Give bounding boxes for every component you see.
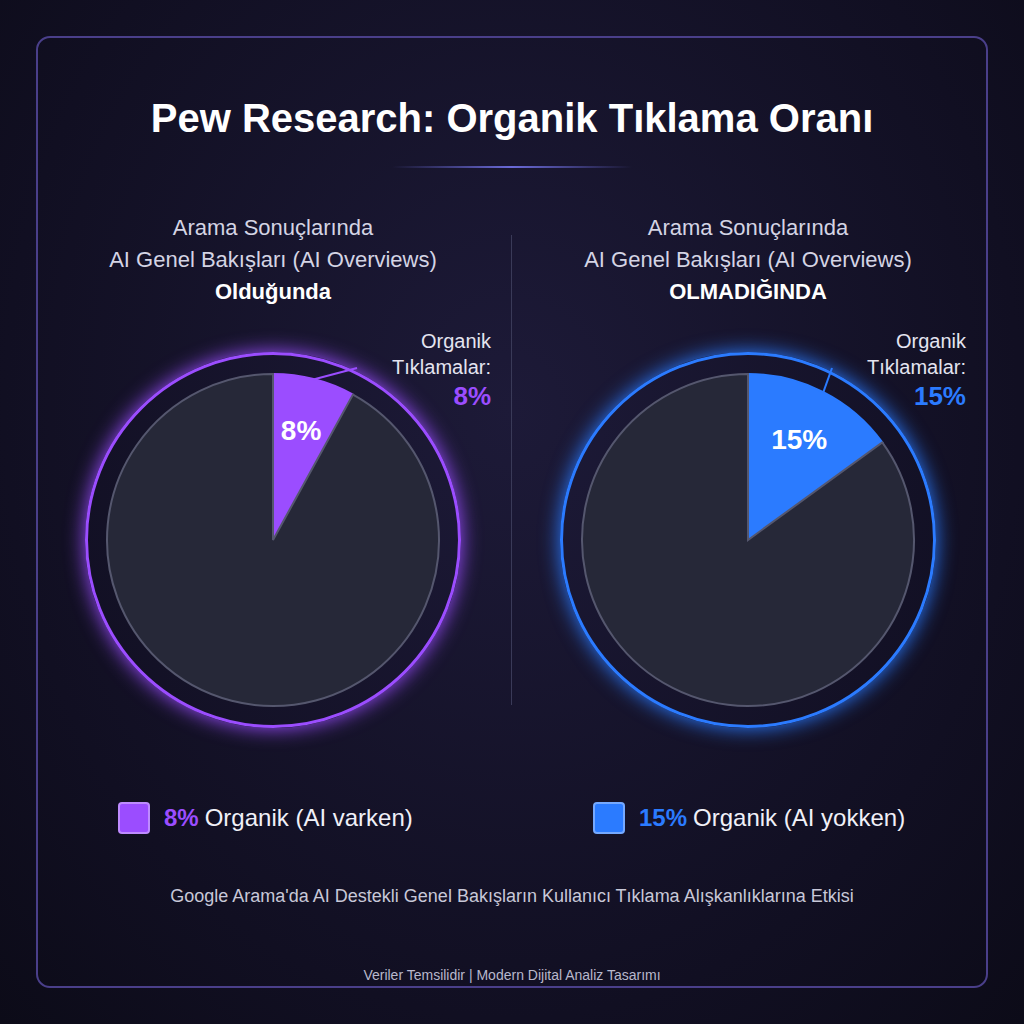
html-text:Olduğunda: Olduğunda: [215, 279, 331, 304]
html-text:Veriler Temsilidir | Modern Di: Veriler Temsilidir | Modern Dijital Anal…: [363, 967, 661, 983]
html-text:Arama Sonuçlarında: Arama Sonuçlarında: [172, 215, 374, 240]
html-text:AI Genel Bakışları (AI Overvie: AI Genel Bakışları (AI Overviews): [109, 247, 437, 272]
html-text:OLMADIĞINDA: OLMADIĞINDA: [669, 279, 827, 304]
html-text:8%: 8%: [453, 381, 491, 411]
svg-text:15%: 15%: [771, 424, 827, 455]
html-text:Google Arama'da AI Destekli Ge: Google Arama'da AI Destekli Genel Bakışl…: [170, 886, 854, 906]
html-text:15%: 15%: [914, 381, 966, 411]
html-text:8% Organik (AI varken): 8% Organik (AI varken): [164, 804, 413, 831]
html-text:Organik Tıklamalar:: Organik Tıklamalar:: [392, 330, 491, 378]
html-text:Pew Research: Organik Tıklama: Pew Research: Organik Tıklama Oranı: [150, 96, 874, 140]
html-text:15% Organik (AI yokken): 15% Organik (AI yokken): [639, 804, 906, 831]
html-text:Organik Tıklamalar:: Organik Tıklamalar:: [867, 330, 966, 378]
html-text:Arama Sonuçlarında: Arama Sonuçlarında: [647, 215, 849, 240]
svg-text:8%: 8%: [281, 415, 322, 446]
html-text:AI Genel Bakışları (AI Overvie: AI Genel Bakışları (AI Overviews): [584, 247, 912, 272]
